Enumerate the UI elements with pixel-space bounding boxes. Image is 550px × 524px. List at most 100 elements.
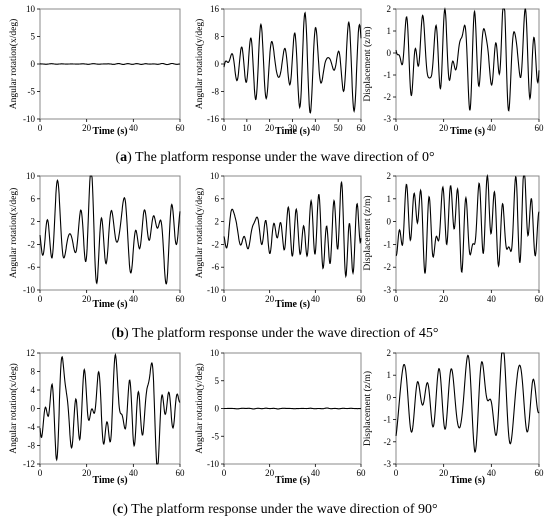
y-tick-label: -2: [384, 437, 392, 447]
chart-2: -16 -8 0 8 16 0 10 20 30 40 50 60 Time (s) Angular ro…: [194, 4, 366, 137]
series-line: [40, 62, 180, 66]
y-tick-label: -3: [384, 459, 392, 469]
x-axis-label: Time (s): [92, 299, 127, 310]
y-tick-label: 1: [387, 194, 392, 204]
x-tick-label: 60: [357, 123, 367, 133]
chart-8: -10 -5 0 5 10 0 20 40 60 Time (s) Angular rotation…: [194, 348, 366, 486]
y-tick-label: -10: [207, 459, 219, 469]
x-tick-label: 10: [242, 123, 252, 133]
x-axis-label: Time (s): [450, 475, 485, 486]
x-tick-label: 20: [265, 123, 275, 133]
x-tick-label: 40: [129, 123, 139, 133]
y-tick-label: 0: [387, 48, 392, 58]
y-axis-label: Angular rotation(x/deg): [8, 363, 19, 454]
series-line: [224, 407, 361, 410]
y-axis-label: Angular rotation(x/deg): [8, 188, 19, 279]
y-tick-label: 2: [215, 217, 220, 227]
y-tick-label: -5: [212, 431, 220, 441]
y-tick-label: 10: [26, 171, 36, 181]
x-tick-label: 60: [535, 123, 545, 133]
y-tick-label: 2: [387, 348, 392, 358]
series-line: [39, 352, 181, 465]
x-tick-label: 60: [357, 468, 367, 478]
plot-frame: [39, 352, 181, 465]
x-tick-label: 20: [82, 468, 92, 478]
x-tick-label: 0: [222, 123, 227, 133]
y-tick-label: 6: [215, 194, 220, 204]
y-tick-label: -8: [28, 441, 36, 451]
y-axis-label: Angular rotation(y/deg): [194, 19, 205, 110]
y-tick-label: 8: [215, 32, 220, 42]
series-line: [395, 7, 540, 112]
x-tick-label: 30: [288, 123, 298, 133]
y-tick-label: 0: [387, 392, 392, 402]
x-tick-label: 20: [82, 123, 92, 133]
x-axis-label: Time (s): [450, 126, 485, 137]
x-tick-label: 0: [38, 123, 43, 133]
x-axis-label: Time (s): [92, 475, 127, 486]
y-tick-label: 0: [215, 59, 220, 69]
x-tick-label: 50: [334, 123, 344, 133]
y-tick-label: -2: [28, 239, 36, 249]
x-tick-label: 20: [439, 468, 449, 478]
y-tick-label: 4: [31, 385, 36, 395]
panel-b-caption: (b) The platform response under the wave…: [111, 326, 439, 341]
y-tick-label: 0: [31, 404, 36, 414]
x-tick-label: 40: [487, 123, 497, 133]
x-tick-label: 0: [394, 294, 399, 304]
plot-frame: [395, 175, 540, 291]
x-tick-label: 60: [535, 294, 545, 304]
x-tick-label: 0: [222, 294, 227, 304]
y-tick-label: 1: [387, 370, 392, 380]
y-tick-label: 12: [26, 348, 35, 358]
y-tick-label: -10: [23, 285, 35, 295]
y-tick-label: -3: [384, 114, 392, 124]
y-tick-label: 2: [387, 4, 392, 14]
x-tick-label: 20: [439, 294, 449, 304]
panel-c-caption: (c) The platform response under the wave…: [112, 502, 438, 517]
y-tick-label: 0: [387, 217, 392, 227]
x-tick-label: 60: [357, 294, 367, 304]
x-axis-label: Time (s): [275, 475, 310, 486]
y-tick-label: -12: [23, 459, 35, 469]
chart-7: -12 -8 -4 0 4 8 12 0 20 40 60 Time (s) Angular rotat…: [8, 348, 185, 486]
y-tick-label: 10: [210, 348, 220, 358]
y-axis-label: Angular rotation(y/deg): [194, 363, 205, 454]
y-tick-label: -2: [384, 92, 392, 102]
plot-frame: [223, 175, 362, 291]
x-tick-label: 0: [38, 468, 43, 478]
y-tick-label: -10: [207, 285, 219, 295]
y-tick-label: -2: [212, 239, 220, 249]
chart-1: -10 -5 0 5 10 0 20 40 60 Time (s) Angular rotation…: [8, 4, 185, 137]
x-tick-label: 40: [311, 468, 321, 478]
x-tick-label: 40: [311, 294, 321, 304]
y-tick-label: 10: [26, 4, 36, 14]
plot-frame: [395, 352, 540, 465]
x-tick-label: 20: [265, 468, 275, 478]
y-tick-label: 8: [31, 367, 36, 377]
x-tick-label: 40: [129, 468, 139, 478]
series-line: [395, 352, 540, 454]
x-tick-label: 0: [222, 468, 227, 478]
y-tick-label: -10: [23, 114, 35, 124]
y-tick-label: 0: [215, 404, 220, 414]
x-tick-label: 60: [535, 468, 545, 478]
y-tick-label: -1: [384, 70, 392, 80]
x-tick-label: 20: [82, 294, 92, 304]
series-line: [223, 11, 362, 114]
x-axis-label: Time (s): [275, 126, 310, 137]
y-tick-label: -8: [212, 87, 220, 97]
y-tick-label: 10: [210, 171, 220, 181]
x-tick-label: 60: [176, 123, 186, 133]
y-tick-label: 1: [387, 26, 392, 36]
y-tick-label: -3: [384, 285, 392, 295]
y-axis-label: Displacement (z/m): [362, 26, 373, 101]
y-tick-label: -1: [384, 415, 392, 425]
x-tick-label: 40: [487, 294, 497, 304]
y-axis-label: Angular rotation(x/deg): [8, 19, 19, 110]
y-tick-label: 5: [215, 376, 220, 386]
